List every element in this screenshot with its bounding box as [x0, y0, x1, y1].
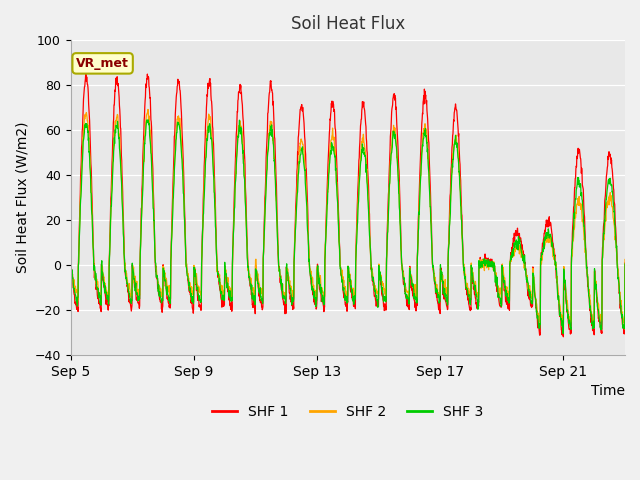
SHF 2 — [621, 326, 628, 332]
SHF 3 — [314, 263, 322, 269]
Text: VR_met: VR_met — [76, 57, 129, 70]
SHF 1 — [305, 248, 313, 253]
Title: Soil Heat Flux: Soil Heat Flux — [291, 15, 405, 33]
SHF 2 — [144, 107, 152, 112]
SHF 3 — [559, 331, 567, 336]
SHF 3 — [100, 276, 108, 282]
SHF 3 — [545, 233, 553, 239]
SHF 1 — [545, 222, 553, 228]
SHF 1 — [100, 283, 108, 289]
Line: SHF 2: SHF 2 — [70, 109, 625, 329]
SHF 2 — [314, 264, 322, 270]
SHF 3 — [621, 261, 629, 267]
SHF 3 — [305, 259, 313, 264]
SHF 2 — [100, 272, 108, 277]
SHF 2 — [67, 261, 74, 267]
SHF 3 — [362, 169, 370, 175]
SHF 2 — [424, 142, 431, 148]
SHF 2 — [621, 257, 629, 263]
Y-axis label: Soil Heat Flux (W/m2): Soil Heat Flux (W/m2) — [15, 122, 29, 273]
SHF 2 — [305, 246, 313, 252]
SHF 1 — [424, 111, 431, 117]
X-axis label: Time: Time — [591, 384, 625, 398]
SHF 1 — [559, 334, 567, 340]
SHF 2 — [545, 238, 553, 243]
SHF 2 — [362, 156, 370, 161]
SHF 1 — [82, 71, 90, 76]
Line: SHF 1: SHF 1 — [70, 73, 625, 337]
SHF 1 — [67, 261, 74, 266]
Line: SHF 3: SHF 3 — [70, 120, 625, 334]
SHF 3 — [143, 117, 151, 123]
SHF 3 — [424, 149, 431, 155]
SHF 1 — [314, 267, 322, 273]
SHF 1 — [621, 260, 629, 266]
SHF 3 — [67, 259, 74, 265]
Legend: SHF 1, SHF 2, SHF 3: SHF 1, SHF 2, SHF 3 — [207, 400, 489, 425]
SHF 1 — [362, 124, 370, 130]
